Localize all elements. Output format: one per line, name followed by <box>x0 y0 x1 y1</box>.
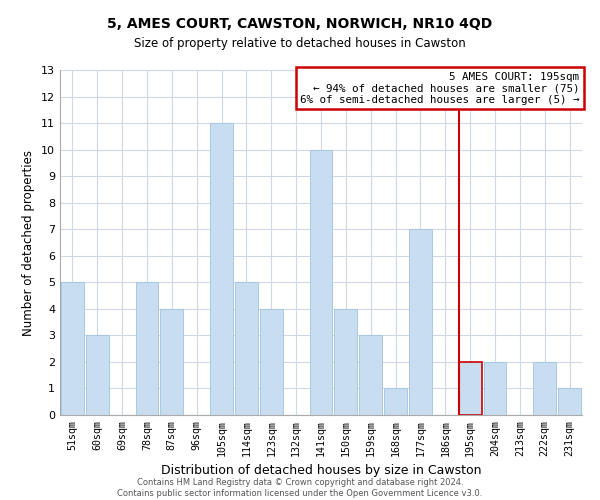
Bar <box>459 362 482 415</box>
Text: 5, AMES COURT, CAWSTON, NORWICH, NR10 4QD: 5, AMES COURT, CAWSTON, NORWICH, NR10 4Q… <box>107 18 493 32</box>
Bar <box>160 309 183 415</box>
Bar <box>86 336 109 415</box>
Text: 5 AMES COURT: 195sqm
← 94% of detached houses are smaller (75)
6% of semi-detach: 5 AMES COURT: 195sqm ← 94% of detached h… <box>300 72 580 105</box>
Bar <box>409 229 432 415</box>
Bar <box>558 388 581 415</box>
Bar <box>235 282 258 415</box>
Bar <box>359 336 382 415</box>
Y-axis label: Number of detached properties: Number of detached properties <box>22 150 35 336</box>
Bar <box>210 123 233 415</box>
Bar <box>533 362 556 415</box>
Bar <box>136 282 158 415</box>
X-axis label: Distribution of detached houses by size in Cawston: Distribution of detached houses by size … <box>161 464 481 477</box>
Text: Contains HM Land Registry data © Crown copyright and database right 2024.
Contai: Contains HM Land Registry data © Crown c… <box>118 478 482 498</box>
Bar <box>334 309 357 415</box>
Bar <box>260 309 283 415</box>
Text: Size of property relative to detached houses in Cawston: Size of property relative to detached ho… <box>134 38 466 51</box>
Bar <box>61 282 84 415</box>
Bar <box>310 150 332 415</box>
Bar <box>384 388 407 415</box>
Bar <box>484 362 506 415</box>
